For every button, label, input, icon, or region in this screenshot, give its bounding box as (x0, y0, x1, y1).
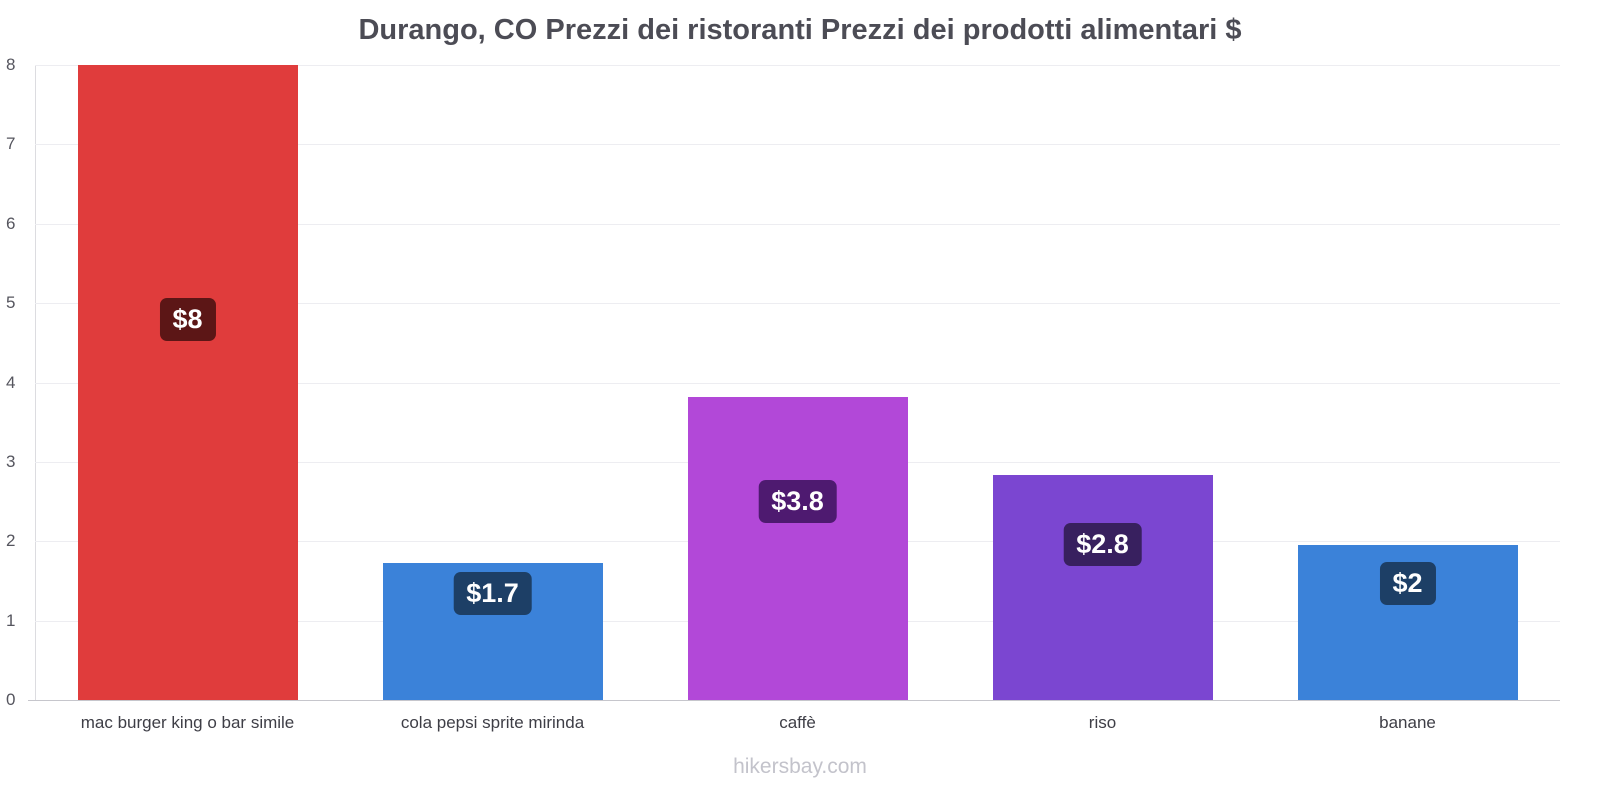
y-tick-label: 7 (6, 134, 16, 154)
gridline (35, 144, 1560, 146)
bar: $3.8 (687, 396, 908, 700)
gridline (35, 303, 1560, 305)
y-tick-label: 2 (6, 531, 16, 551)
x-category-label: riso (1088, 713, 1117, 732)
watermark: hikersbay.com (733, 755, 867, 778)
bar: $2 (1297, 545, 1518, 700)
x-category-label: cola pepsi sprite mirinda (400, 713, 585, 732)
gridline (35, 223, 1560, 225)
bar-value-label: $2.8 (1063, 523, 1142, 567)
y-tick-label: 0 (6, 690, 16, 709)
bar: $1.7 (382, 563, 603, 700)
y-tick-label: 3 (6, 451, 16, 471)
x-category-label: mac burger king o bar simile (80, 713, 295, 732)
x-axis-baseline (28, 700, 1560, 701)
chart-title: Durango, CO Prezzi dei ristoranti Prezzi… (358, 14, 1242, 46)
bar-value-label: $8 (159, 297, 216, 341)
y-tick-label: 6 (6, 213, 16, 233)
y-axis: 0 1 2 3 4 5 6 7 8 (0, 55, 35, 709)
bar: $8 (77, 65, 298, 700)
x-category-label: caffè (779, 713, 816, 732)
y-tick-label: 1 (6, 610, 16, 630)
y-tick-label: 8 (6, 55, 16, 74)
gridline (35, 65, 1560, 66)
y-tick-label: 5 (6, 293, 16, 313)
bar-value-label: $1.7 (453, 571, 532, 615)
plot-area: $8 $1.7 $3.8 $2.8 $2 (28, 65, 1560, 701)
bar-value-label: $2 (1379, 561, 1436, 605)
y-tick-label: 4 (6, 372, 16, 392)
gridline (35, 382, 1560, 384)
bar: $2.8 (992, 474, 1213, 700)
bar-value-label: $3.8 (758, 480, 837, 524)
x-category-label: banane (1379, 713, 1436, 732)
